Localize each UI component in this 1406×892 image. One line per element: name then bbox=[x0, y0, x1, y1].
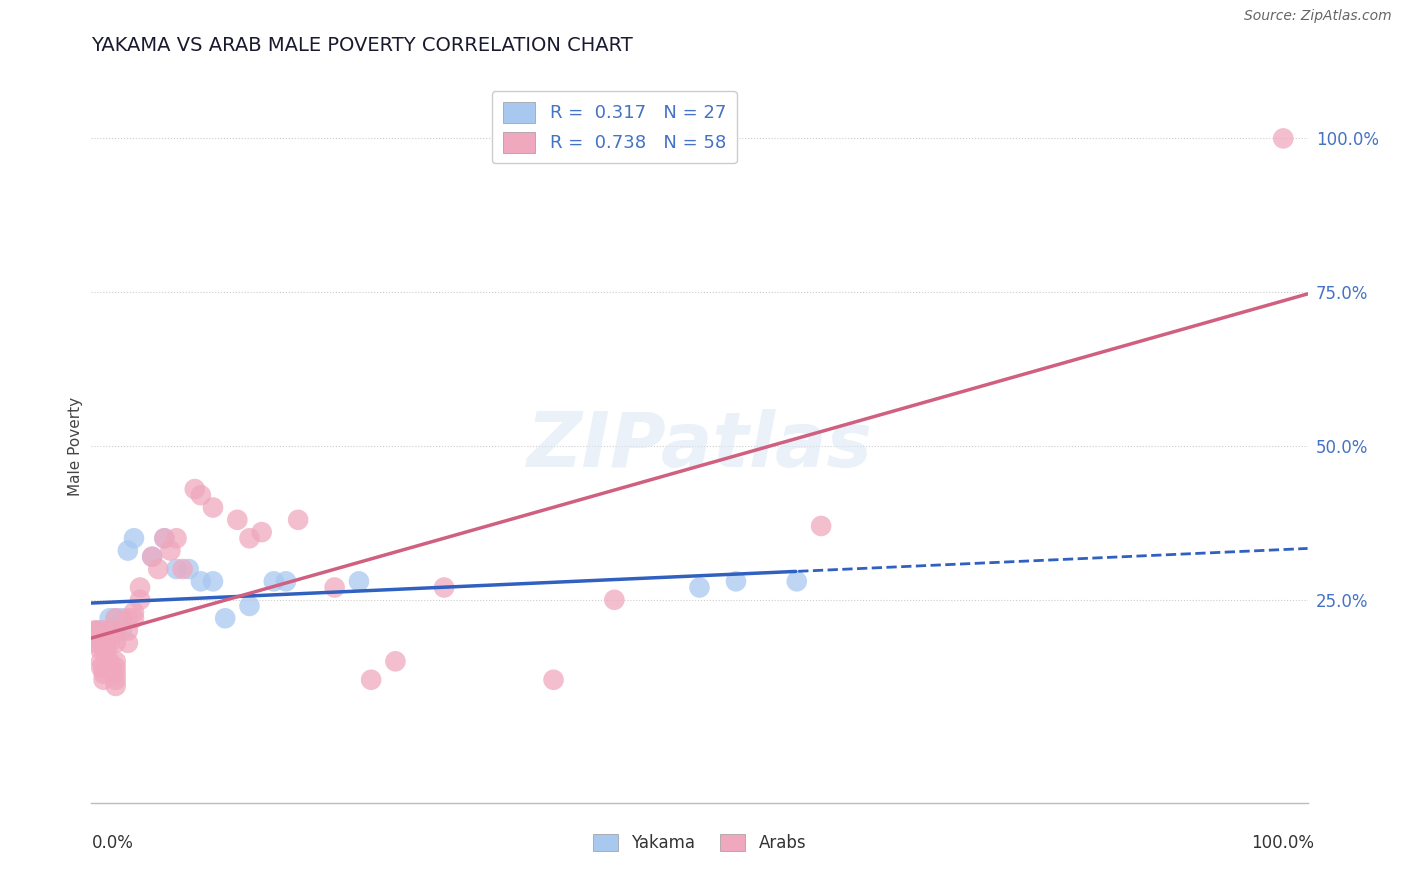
Text: Source: ZipAtlas.com: Source: ZipAtlas.com bbox=[1244, 9, 1392, 23]
Point bbox=[104, 624, 127, 638]
Point bbox=[190, 574, 212, 589]
Point bbox=[93, 624, 115, 638]
Point bbox=[98, 624, 121, 638]
Point bbox=[360, 673, 382, 687]
Point bbox=[384, 654, 406, 668]
Point bbox=[226, 513, 249, 527]
Point bbox=[87, 630, 110, 644]
Point bbox=[93, 630, 115, 644]
Point bbox=[603, 592, 626, 607]
Point bbox=[688, 581, 710, 595]
Point bbox=[117, 624, 139, 638]
Point bbox=[214, 611, 236, 625]
Point bbox=[98, 630, 121, 644]
Point bbox=[129, 581, 152, 595]
Point bbox=[159, 543, 181, 558]
Text: 0.0%: 0.0% bbox=[91, 834, 134, 852]
Point bbox=[83, 624, 105, 638]
Point bbox=[94, 642, 117, 657]
Point bbox=[263, 574, 285, 589]
Point bbox=[172, 562, 194, 576]
Point bbox=[287, 513, 309, 527]
Point bbox=[202, 574, 225, 589]
Point bbox=[93, 636, 115, 650]
Point bbox=[153, 531, 176, 545]
Point bbox=[93, 630, 115, 644]
Point bbox=[148, 562, 170, 576]
Point bbox=[104, 673, 127, 687]
Point bbox=[98, 611, 121, 625]
Point bbox=[238, 599, 260, 613]
Point bbox=[274, 574, 297, 589]
Point bbox=[543, 673, 565, 687]
Point bbox=[86, 636, 108, 650]
Point bbox=[104, 654, 127, 668]
Point bbox=[104, 679, 127, 693]
Point bbox=[202, 500, 225, 515]
Point bbox=[98, 636, 121, 650]
Point bbox=[93, 673, 115, 687]
Point bbox=[166, 531, 188, 545]
Point bbox=[724, 574, 747, 589]
Point bbox=[347, 574, 370, 589]
Point bbox=[238, 531, 260, 545]
Point bbox=[117, 611, 139, 625]
Point bbox=[89, 642, 111, 657]
Point bbox=[90, 654, 112, 668]
Point bbox=[1272, 131, 1295, 145]
Point bbox=[94, 648, 117, 662]
Point bbox=[122, 611, 145, 625]
Point bbox=[810, 519, 832, 533]
Point bbox=[786, 574, 808, 589]
Point bbox=[153, 531, 176, 545]
Point bbox=[104, 660, 127, 674]
Point bbox=[86, 624, 108, 638]
Text: 100.0%: 100.0% bbox=[1251, 834, 1315, 852]
Point bbox=[104, 636, 127, 650]
Point bbox=[111, 611, 134, 625]
Point bbox=[104, 666, 127, 681]
Point bbox=[129, 592, 152, 607]
Point bbox=[98, 654, 121, 668]
Point bbox=[117, 636, 139, 650]
Point bbox=[177, 562, 200, 576]
Point bbox=[166, 562, 188, 576]
Point bbox=[117, 543, 139, 558]
Point bbox=[100, 660, 122, 674]
Point bbox=[111, 624, 134, 638]
Point bbox=[323, 581, 346, 595]
Point bbox=[104, 611, 127, 625]
Point bbox=[93, 660, 115, 674]
Point bbox=[141, 549, 163, 564]
Point bbox=[190, 488, 212, 502]
Text: ZIPatlas: ZIPatlas bbox=[526, 409, 873, 483]
Point bbox=[98, 624, 121, 638]
Point bbox=[90, 660, 112, 674]
Point bbox=[104, 611, 127, 625]
Point bbox=[90, 624, 112, 638]
Point bbox=[184, 482, 207, 496]
Y-axis label: Male Poverty: Male Poverty bbox=[67, 396, 83, 496]
Text: YAKAMA VS ARAB MALE POVERTY CORRELATION CHART: YAKAMA VS ARAB MALE POVERTY CORRELATION … bbox=[91, 36, 633, 54]
Point bbox=[103, 624, 125, 638]
Point bbox=[84, 636, 107, 650]
Point bbox=[93, 666, 115, 681]
Point bbox=[94, 636, 117, 650]
Point bbox=[122, 531, 145, 545]
Point bbox=[433, 581, 456, 595]
Point bbox=[107, 617, 129, 632]
Point bbox=[84, 630, 107, 644]
Legend: Yakama, Arabs: Yakama, Arabs bbox=[586, 827, 813, 859]
Point bbox=[122, 605, 145, 619]
Point bbox=[250, 525, 273, 540]
Point bbox=[141, 549, 163, 564]
Point bbox=[86, 624, 108, 638]
